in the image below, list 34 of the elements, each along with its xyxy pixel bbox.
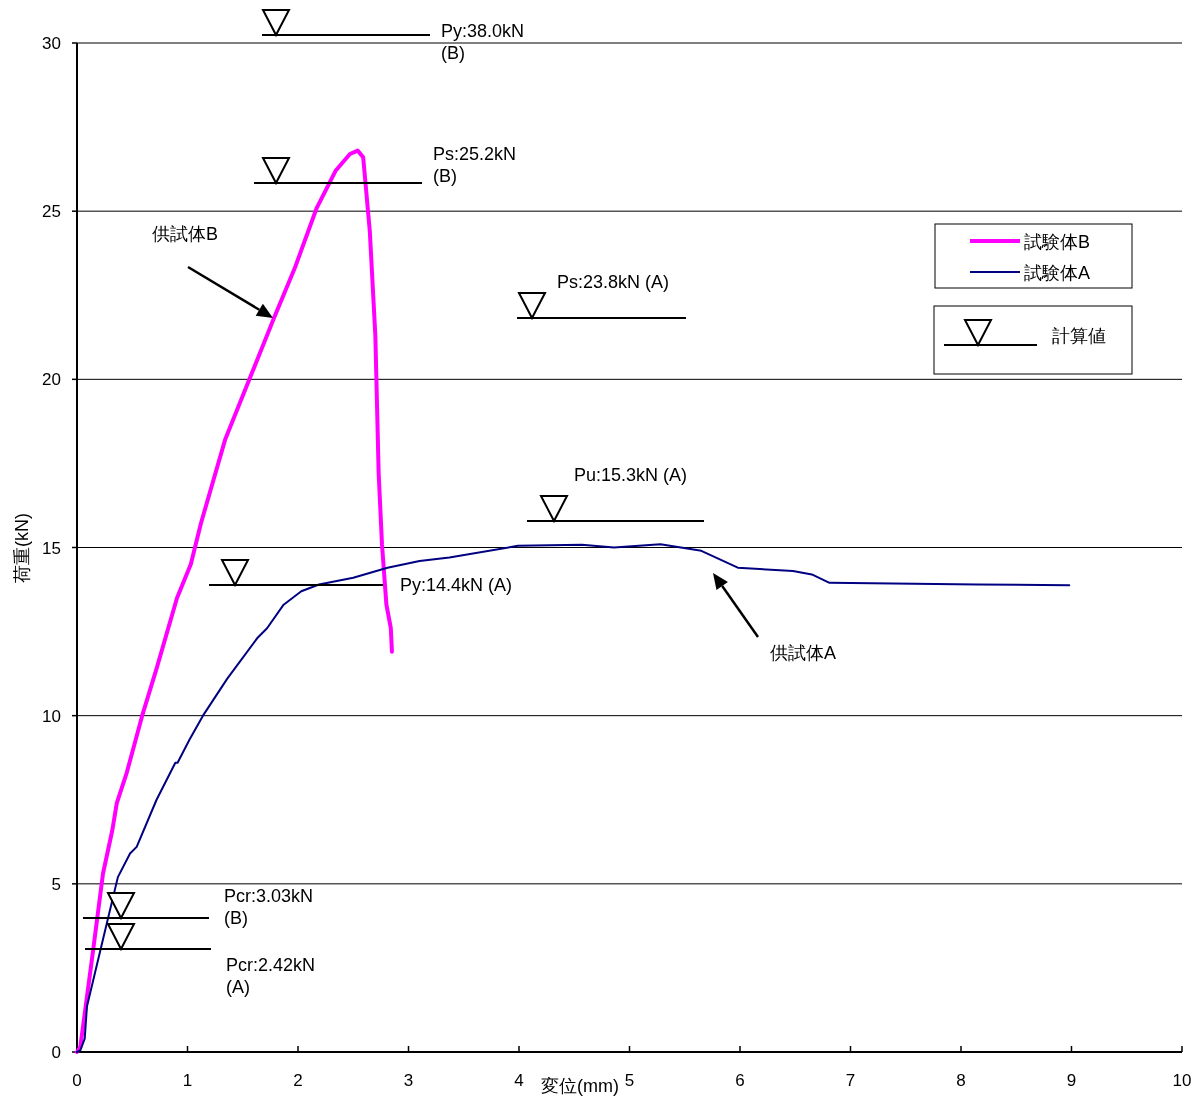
legend-label: 試験体B [1024,232,1091,252]
annotation: Py:14.4kN (A) [400,575,513,595]
x-tick-label: 8 [956,1071,966,1090]
annotation: 供試体B [151,224,219,244]
x-tick-label: 10 [1172,1071,1192,1090]
y-tick-label: 25 [42,202,61,222]
x-tick-label: 4 [514,1071,524,1090]
x-tick-label: 3 [403,1071,414,1090]
x-tick-label: 7 [845,1071,856,1090]
annotation: Py:38.0kN (B) [441,21,525,63]
y-tick-label: 5 [51,874,61,894]
x-tick-label: 1 [182,1071,193,1090]
x-tick-label: 6 [735,1071,745,1090]
y-axis-title: 荷重(kN) [12,513,32,583]
y-tick-label: 10 [42,706,61,726]
x-tick-label: 5 [624,1071,635,1090]
x-axis-title: 変位(mm) [541,1076,619,1096]
line-series [75,148,394,1054]
y-tick-label: 15 [42,538,61,558]
annotation: Ps:25.2kN (B) [433,144,517,186]
line-series [76,543,1071,1053]
y-tick-label: 20 [42,370,61,390]
y-tick-label: 0 [51,1043,61,1062]
y-tick-label: 30 [42,34,61,53]
x-tick-label: 2 [293,1071,303,1090]
annotation: 計算値 [1052,326,1106,346]
annotation: Pcr:3.03kN (B) [224,886,314,928]
legend-label: 試験体A [1024,263,1091,283]
annotation: Pu:15.3kN (A) [574,465,688,485]
annotation: Ps:23.8kN (A) [557,272,670,292]
x-tick-label: 9 [1066,1071,1077,1090]
annotation: 供試体A [769,643,837,663]
x-tick-label: 0 [72,1071,82,1090]
annotation: Pcr:2.42kN (A) [226,955,316,997]
